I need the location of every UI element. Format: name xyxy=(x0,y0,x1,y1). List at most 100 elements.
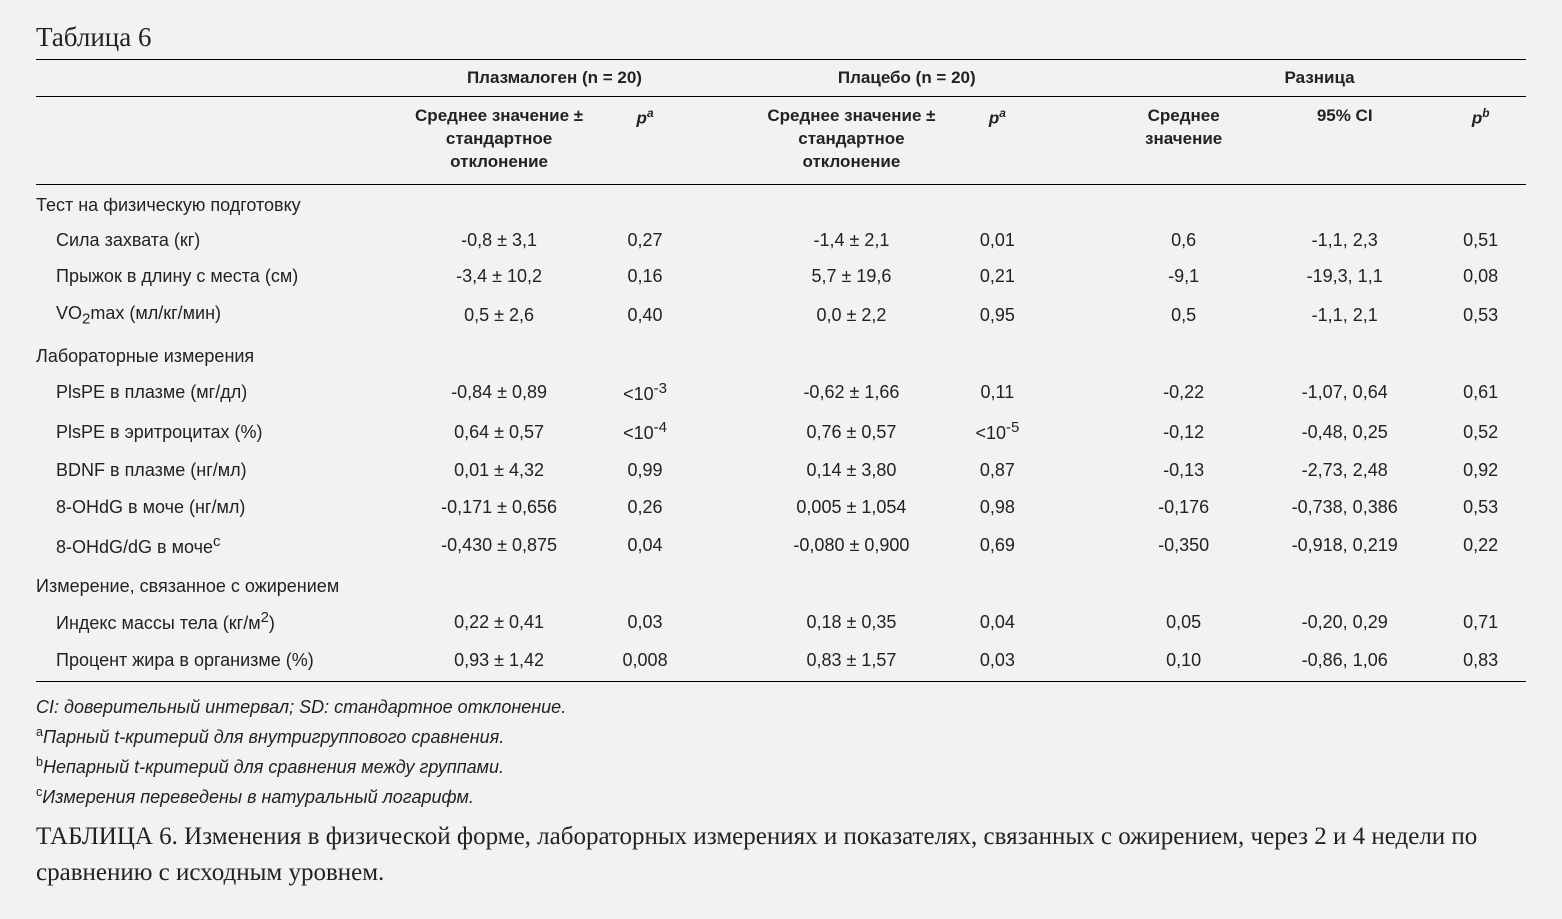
gap xyxy=(1053,489,1113,526)
header-gap xyxy=(1053,97,1113,185)
diff-ci: -1,1, 2,1 xyxy=(1254,295,1435,336)
diff-mean: 0,10 xyxy=(1113,642,1254,681)
gap xyxy=(1053,373,1113,413)
placebo-mean: 5,7 ± 19,6 xyxy=(761,258,942,295)
placebo-p: 0,04 xyxy=(942,602,1053,642)
table-caption: ТАБЛИЦА 6. Изменения в физической форме,… xyxy=(36,819,1526,892)
data-table: Плазмалоген (n = 20) Плацебо (n = 20) Ра… xyxy=(36,59,1526,682)
row-label: Сила захвата (кг) xyxy=(36,222,408,259)
placebo-p: 0,21 xyxy=(942,258,1053,295)
gap xyxy=(700,412,760,452)
diff-mean: 0,05 xyxy=(1113,602,1254,642)
footnote-abbr: CI: доверительный интервал; SD: стандарт… xyxy=(36,694,1526,721)
gap xyxy=(700,222,760,259)
gap xyxy=(700,373,760,413)
header-gap xyxy=(1053,60,1113,97)
gap xyxy=(700,452,760,489)
diff-p: 0,53 xyxy=(1435,489,1526,526)
gap xyxy=(1053,222,1113,259)
placebo-p: 0,11 xyxy=(942,373,1053,413)
diff-p: 0,92 xyxy=(1435,452,1526,489)
diff-ci: -2,73, 2,48 xyxy=(1254,452,1435,489)
diff-mean: -0,22 xyxy=(1113,373,1254,413)
gap xyxy=(1053,642,1113,681)
row-label: PlsPE в плазме (мг/дл) xyxy=(36,373,408,413)
plasmalogen-p: 0,03 xyxy=(590,602,701,642)
header-plasmalogen: Плазмалоген (n = 20) xyxy=(408,60,700,97)
placebo-mean: 0,76 ± 0,57 xyxy=(761,412,942,452)
row-label: 8-OHdG в моче (нг/мл) xyxy=(36,489,408,526)
table-label: Таблица 6 xyxy=(36,22,1526,53)
plasmalogen-p: 0,27 xyxy=(590,222,701,259)
plasmalogen-mean: -0,84 ± 0,89 xyxy=(408,373,589,413)
table-body: Тест на физическую подготовкуСила захват… xyxy=(36,184,1526,681)
plasmalogen-mean: 0,64 ± 0,57 xyxy=(408,412,589,452)
placebo-mean: -1,4 ± 2,1 xyxy=(761,222,942,259)
plasmalogen-p: <10-4 xyxy=(590,412,701,452)
placebo-mean: 0,005 ± 1,054 xyxy=(761,489,942,526)
plasmalogen-mean: -0,171 ± 0,656 xyxy=(408,489,589,526)
diff-p: 0,52 xyxy=(1435,412,1526,452)
row-label: Процент жира в организме (%) xyxy=(36,642,408,681)
header-diff-mean: Среднее значение xyxy=(1113,97,1254,185)
diff-mean: 0,5 xyxy=(1113,295,1254,336)
header-difference: Разница xyxy=(1113,60,1526,97)
placebo-mean: 0,0 ± 2,2 xyxy=(761,295,942,336)
footnote-c: cИзмерения переведены в натуральный лога… xyxy=(36,783,1526,811)
placebo-p: 0,03 xyxy=(942,642,1053,681)
placebo-p: 0,01 xyxy=(942,222,1053,259)
row-label: VO2max (мл/кг/мин) xyxy=(36,295,408,336)
diff-p: 0,83 xyxy=(1435,642,1526,681)
gap xyxy=(1053,452,1113,489)
diff-p: 0,53 xyxy=(1435,295,1526,336)
placebo-mean: -0,080 ± 0,900 xyxy=(761,526,942,566)
plasmalogen-mean: 0,01 ± 4,32 xyxy=(408,452,589,489)
header-plasmalogen-p: pa xyxy=(590,97,701,185)
diff-mean: -0,13 xyxy=(1113,452,1254,489)
diff-mean: -9,1 xyxy=(1113,258,1254,295)
gap xyxy=(700,526,760,566)
gap xyxy=(1053,295,1113,336)
row-label: BDNF в плазме (нг/мл) xyxy=(36,452,408,489)
placebo-p: <10-5 xyxy=(942,412,1053,452)
diff-p: 0,61 xyxy=(1435,373,1526,413)
header-diff-p: pb xyxy=(1435,97,1526,185)
gap xyxy=(1053,602,1113,642)
placebo-p: 0,95 xyxy=(942,295,1053,336)
row-label: PlsPE в эритроцитах (%) xyxy=(36,412,408,452)
plasmalogen-mean: 0,5 ± 2,6 xyxy=(408,295,589,336)
header-placebo-p: pa xyxy=(942,97,1053,185)
diff-ci: -1,1, 2,3 xyxy=(1254,222,1435,259)
diff-mean: -0,350 xyxy=(1113,526,1254,566)
plasmalogen-mean: 0,93 ± 1,42 xyxy=(408,642,589,681)
diff-mean: 0,6 xyxy=(1113,222,1254,259)
gap xyxy=(1053,258,1113,295)
footnote-b: bНепарный t-критерий для сравнения между… xyxy=(36,753,1526,781)
placebo-p: 0,87 xyxy=(942,452,1053,489)
header-gap xyxy=(700,97,760,185)
placebo-p: 0,98 xyxy=(942,489,1053,526)
section-title: Измерение, связанное с ожирением xyxy=(36,566,1526,603)
gap xyxy=(700,489,760,526)
diff-ci: -0,48, 0,25 xyxy=(1254,412,1435,452)
row-label: Индекс массы тела (кг/м2) xyxy=(36,602,408,642)
plasmalogen-p: 0,99 xyxy=(590,452,701,489)
header-diff-ci: 95% CI xyxy=(1254,97,1435,185)
gap xyxy=(1053,526,1113,566)
header-blank xyxy=(36,60,408,97)
header-placebo-mean: Среднее значение ± стандартное отклонени… xyxy=(761,97,942,185)
header-blank xyxy=(36,97,408,185)
plasmalogen-p: 0,008 xyxy=(590,642,701,681)
row-label: 8-OHdG/dG в мочеc xyxy=(36,526,408,566)
header-plasmalogen-mean: Среднее значение ± стандартное отклонени… xyxy=(408,97,589,185)
placebo-mean: 0,18 ± 0,35 xyxy=(761,602,942,642)
diff-ci: -0,20, 0,29 xyxy=(1254,602,1435,642)
plasmalogen-mean: -3,4 ± 10,2 xyxy=(408,258,589,295)
plasmalogen-mean: -0,430 ± 0,875 xyxy=(408,526,589,566)
plasmalogen-p: <10-3 xyxy=(590,373,701,413)
diff-p: 0,71 xyxy=(1435,602,1526,642)
section-title: Тест на физическую подготовку xyxy=(36,184,1526,221)
diff-p: 0,08 xyxy=(1435,258,1526,295)
diff-ci: -1,07, 0,64 xyxy=(1254,373,1435,413)
section-title: Лабораторные измерения xyxy=(36,336,1526,373)
